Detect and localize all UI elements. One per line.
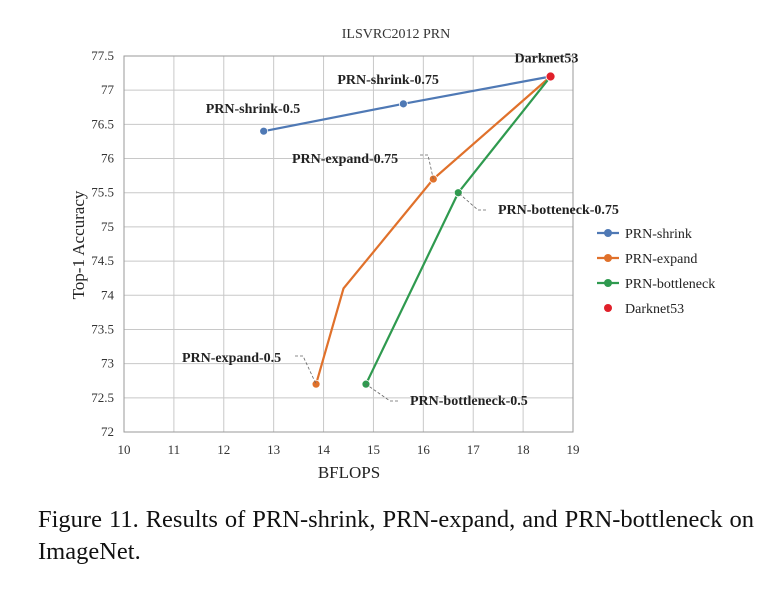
x-tick-label: 10 <box>118 442 131 457</box>
y-tick-label: 74.5 <box>91 253 114 268</box>
legend-marker <box>604 279 612 287</box>
y-tick-label: 76.5 <box>91 116 114 131</box>
x-tick-label: 13 <box>267 442 280 457</box>
annotation-leader <box>457 192 486 211</box>
marker-darknet53 <box>545 71 556 82</box>
legend: PRN-shrink PRN-expand PRN-bottleneck Darkne… <box>597 227 715 317</box>
legend-label: PRN-expand <box>625 252 697 267</box>
marker-prn-expand <box>311 379 321 389</box>
point-label: PRN-expand-0.75 <box>292 152 398 167</box>
y-tick-label: 72 <box>101 424 114 439</box>
y-tick-label: 77.5 <box>91 48 114 63</box>
y-tick-label: 72.5 <box>91 390 114 405</box>
x-axis-label: BFLOPS <box>318 463 380 482</box>
x-tick-label: 12 <box>217 442 230 457</box>
point-label: PRN-expand-0.5 <box>182 351 281 366</box>
figure-caption: Figure 11. Results of PRN-shrink, PRN-ex… <box>38 506 754 565</box>
y-tick-label: 73 <box>101 356 114 371</box>
x-tick-label: 16 <box>417 442 431 457</box>
y-tick-label: 74 <box>101 287 115 302</box>
series-layer <box>259 71 556 389</box>
y-tick-label: 77 <box>101 82 115 97</box>
plot-frame <box>123 55 574 433</box>
series-line-prn-expand <box>315 75 552 385</box>
legend-label: PRN-shrink <box>625 227 692 242</box>
annotation-leader <box>420 154 434 180</box>
point-labels: PRN-shrink-0.5 PRN-shrink-0.75 PRN-expand-… <box>182 52 619 409</box>
x-tick-label: 14 <box>317 442 331 457</box>
grid <box>123 55 574 433</box>
y-tick-label: 76 <box>101 151 115 166</box>
x-tick-label: 18 <box>517 442 530 457</box>
point-label: PRN-shrink-0.5 <box>206 102 301 117</box>
x-tick-label: 15 <box>367 442 380 457</box>
y-axis-label: Top-1 Accuracy <box>69 190 88 299</box>
legend-label: Darknet53 <box>625 302 684 317</box>
point-label: PRN-bottleneck-0.5 <box>410 394 528 409</box>
point-label: Darknet53 <box>515 52 579 67</box>
annotation-leader <box>295 355 317 385</box>
axes: 10 11 12 13 14 15 16 17 18 19 72 72.5 73 73.5 74 74.5 75… <box>91 48 579 457</box>
x-tick-label: 19 <box>567 442 580 457</box>
point-label: PRN-shrink-0.75 <box>337 73 439 88</box>
x-tick-label: 11 <box>168 442 181 457</box>
annotation-leader <box>365 383 398 402</box>
x-tick-label: 17 <box>467 442 481 457</box>
point-label: PRN-botteneck-0.75 <box>498 203 619 218</box>
legend-marker <box>604 254 612 262</box>
y-tick-label: 73.5 <box>91 321 114 336</box>
chart-title: ILSVRC2012 PRN <box>342 27 451 42</box>
marker-prn-shrink <box>259 126 269 136</box>
legend-marker <box>604 229 612 237</box>
legend-marker <box>604 304 612 312</box>
marker-prn-shrink <box>398 99 408 109</box>
y-tick-label: 75 <box>101 219 114 234</box>
legend-label: PRN-bottleneck <box>625 277 715 292</box>
chart: 10 11 12 13 14 15 16 17 18 19 72 72.5 73 73.5 74 74.5 75… <box>69 27 715 482</box>
y-tick-label: 75.5 <box>91 185 114 200</box>
